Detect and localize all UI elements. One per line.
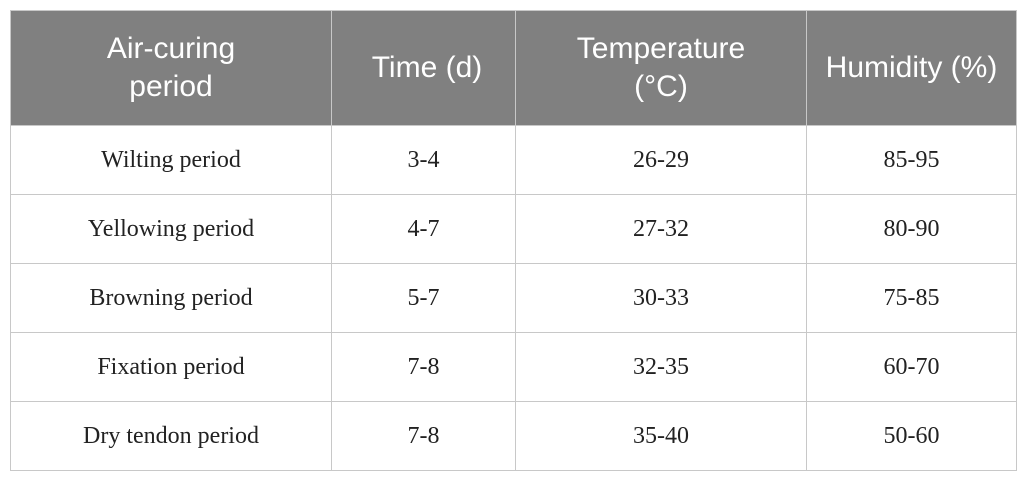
table-cell: 5-7 (331, 263, 516, 333)
table-cell: 80-90 (806, 194, 1017, 264)
header-cell: Temperature (°C) (515, 10, 807, 126)
header-text: Time (d) (371, 51, 483, 84)
table-cell: 75-85 (806, 263, 1017, 333)
table-row: Dry tendon period 7-8 35-40 50-60 (10, 401, 1017, 471)
table-cell: Browning period (10, 263, 332, 333)
header-text: Temperature (°C) (576, 32, 746, 103)
table-row: Browning period 5-7 30-33 75-85 (10, 263, 1017, 333)
table-cell: Yellowing period (10, 194, 332, 264)
table-cell: 7-8 (331, 401, 516, 471)
table-cell: 7-8 (331, 332, 516, 402)
table-row: Wilting period 3-4 26-29 85-95 (10, 125, 1017, 195)
header-row: Air-curing period Time (d) Temperature (°C… (10, 10, 1017, 126)
table-cell: 26-29 (515, 125, 807, 195)
table-cell: Wilting period (10, 125, 332, 195)
table-cell: Fixation period (10, 332, 332, 402)
header-cell: Air-curing period (10, 10, 332, 126)
table-cell: 35-40 (515, 401, 807, 471)
header-cell: Time (d) (331, 10, 516, 126)
table-cell: Dry tendon period (10, 401, 332, 471)
table-cell: 30-33 (515, 263, 807, 333)
table-row: Yellowing period 4-7 27-32 80-90 (10, 194, 1017, 264)
data-table: Air-curing period Time (d) Temperature (°C… (10, 10, 1017, 471)
header-text: Humidity (%) (825, 51, 998, 84)
table-cell: 50-60 (806, 401, 1017, 471)
table-body: Wilting period 3-4 26-29 85-95 Yellowing per… (10, 125, 1017, 471)
header-text: Air-curing period (106, 32, 236, 103)
header-cell: Humidity (%) (806, 10, 1017, 126)
table-header: Air-curing period Time (d) Temperature (°C… (10, 10, 1017, 126)
table-cell: 32-35 (515, 332, 807, 402)
table-row: Fixation period 7-8 32-35 60-70 (10, 332, 1017, 402)
table-cell: 85-95 (806, 125, 1017, 195)
table-cell: 60-70 (806, 332, 1017, 402)
table-cell: 3-4 (331, 125, 516, 195)
table-cell: 27-32 (515, 194, 807, 264)
table-cell: 4-7 (331, 194, 516, 264)
